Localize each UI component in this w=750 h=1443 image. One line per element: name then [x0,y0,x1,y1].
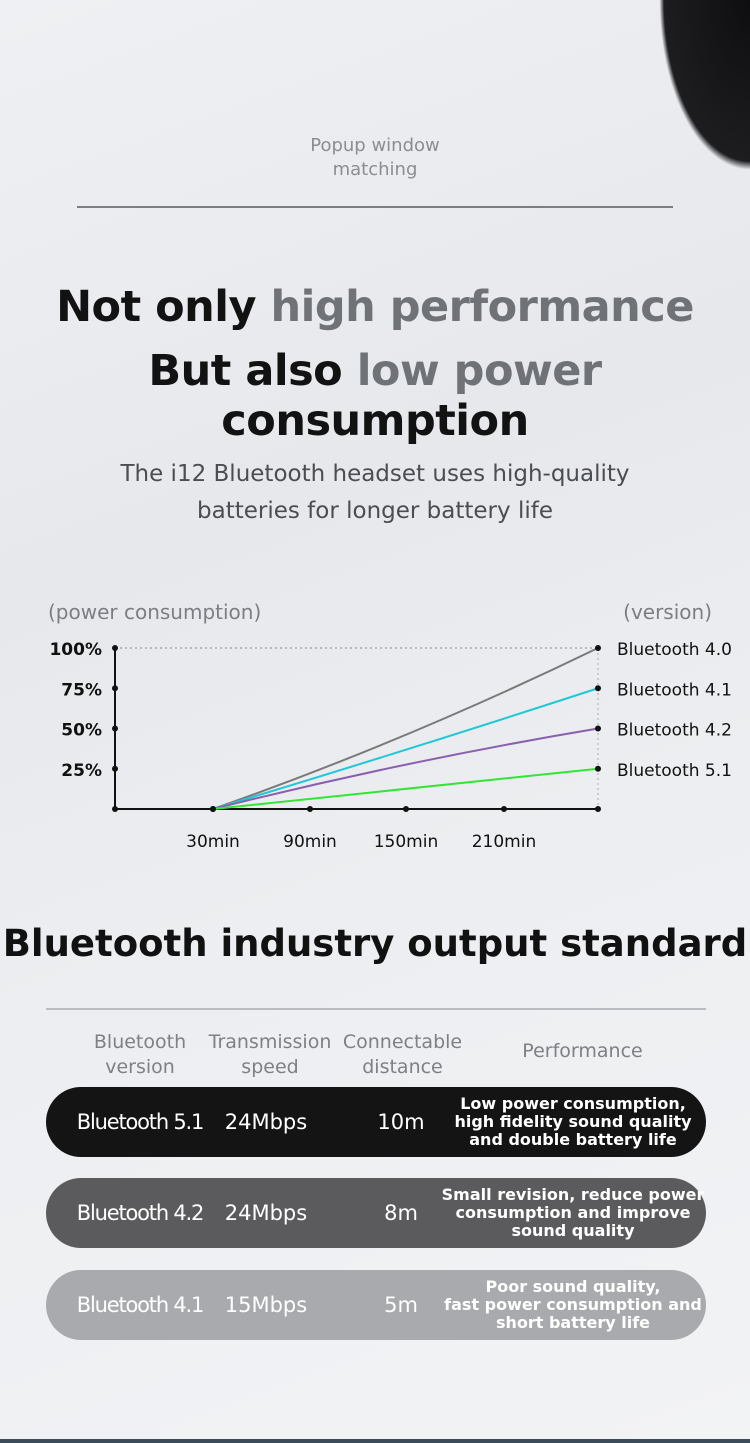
table-row: Bluetooth 4.1 15Mbps 5m Poor sound quali… [46,1270,706,1340]
chart-grid [115,647,599,809]
col-header-distance: Connectable distance [335,1030,470,1080]
x-tick-label: 150min [374,832,439,852]
col-header-version-l2: version [105,1056,175,1078]
row-performance: Poor sound quality, fast power consumpti… [438,1270,708,1340]
row-performance-l1: Low power consumption, [460,1094,686,1113]
row-version: Bluetooth 5.1 [76,1110,205,1134]
y-tick-label: 50% [61,721,102,741]
col-header-performance: Performance [522,1040,643,1062]
subtitle-line2: batteries for longer battery life [197,498,553,524]
x-tick-label: 30min [186,832,240,852]
x-end-dot [595,806,601,812]
power-chart: (power consumption) (version) 100% 75% 50%… [48,600,732,852]
row-distance: 5m [384,1293,418,1317]
series-line [212,767,599,810]
col-header-version: Bluetooth version [60,1030,220,1080]
row-version: Bluetooth 4.2 [76,1201,205,1225]
chart-axes [114,648,598,810]
origin-dot [112,806,118,812]
col-header-speed-l1: Transmission [208,1031,332,1053]
row-performance-l2: high fidelity sound quality [454,1112,692,1131]
row-distance: 10m [377,1110,425,1134]
series-end-dot [595,725,601,732]
divider-top [77,206,673,208]
x-tick-dot [307,806,313,812]
series-start-dot [210,806,216,812]
popup-caption: Popup window matching [0,134,750,182]
row-version: Bluetooth 4.1 [76,1293,205,1317]
row-performance-l2: fast power consumption and [444,1295,702,1314]
y-tick-label: 75% [61,680,102,700]
chart-lines [212,647,599,810]
subtitle-line1: The i12 Bluetooth headset uses high-qual… [120,461,630,487]
series-end-dot [595,765,601,772]
y-tick-dot [112,725,118,732]
table-row: Bluetooth 5.1 24Mbps 10m Low power consu… [46,1087,706,1157]
row-performance: Low power consumption, high fidelity sou… [438,1087,708,1157]
series-label: Bluetooth 4.1 [617,680,732,700]
headline-line2-a: But also [148,346,357,396]
headline-line2-c: consumption [221,396,529,446]
y-tick-dot [112,685,118,692]
popup-line2: matching [332,159,418,180]
series-label: Bluetooth 5.1 [617,761,732,781]
series-end-dot [595,685,601,692]
popup-line1: Popup window [310,135,440,156]
row-performance-l1: Poor sound quality, [485,1277,661,1296]
col-header-speed: Transmission speed [205,1030,335,1080]
chart-marks: 100% 75% 50% 25% 30min 90min 150min 210min Bluet… [49,640,732,852]
standard-title: Bluetooth industry output standard [2,922,748,965]
x-tick-dot [501,806,507,812]
bottom-bar [0,1439,750,1443]
x-tick-dot [403,806,409,812]
col-header-version-l1: Bluetooth [93,1031,187,1053]
row-performance-l3: short battery life [495,1313,651,1332]
headline-line2: But also low power consumption [0,346,750,446]
y-tick-label: 25% [61,761,102,781]
row-performance-l1: Small revision, reduce power [441,1185,705,1204]
divider-table [46,1008,706,1010]
row-speed: 24Mbps [224,1201,308,1225]
row-performance-l2: consumption and improve [455,1203,691,1222]
row-performance: Small revision, reduce power consumption… [438,1178,708,1248]
x-tick-label: 90min [283,832,337,852]
row-speed: 24Mbps [224,1110,308,1134]
headline-line1-b: high performance [270,282,695,332]
headline-line1-a: Not only [56,282,271,332]
series-line [212,727,599,810]
series-label: Bluetooth 4.2 [617,721,732,741]
x-tick-label: 210min [472,832,537,852]
table-row: Bluetooth 4.2 24Mbps 8m Small revision, … [46,1178,706,1248]
series-line [212,687,599,810]
chart-ylabel: (power consumption) [48,600,261,624]
row-distance: 8m [384,1201,418,1225]
y-tick-dot [112,765,118,772]
row-performance-l3: sound quality [511,1221,635,1240]
headline-line1: Not only high performance [0,282,750,332]
series-label: Bluetooth 4.0 [617,640,732,660]
row-speed: 15Mbps [224,1293,308,1317]
series-line [212,647,599,810]
subtitle: The i12 Bluetooth headset uses high-qual… [0,456,750,530]
col-header-distance-l2: distance [362,1056,443,1078]
y-tick-dot [112,645,118,651]
chart-legend-title: (version) [623,600,712,624]
series-end-dot [595,645,601,651]
corner-decoration [590,0,750,300]
col-header-speed-l2: speed [241,1056,299,1078]
y-tick-label: 100% [49,640,102,660]
col-header-distance-l1: Connectable [342,1031,463,1053]
headline-line2-b: low power [356,346,602,396]
row-performance-l3: and double battery life [469,1130,677,1149]
